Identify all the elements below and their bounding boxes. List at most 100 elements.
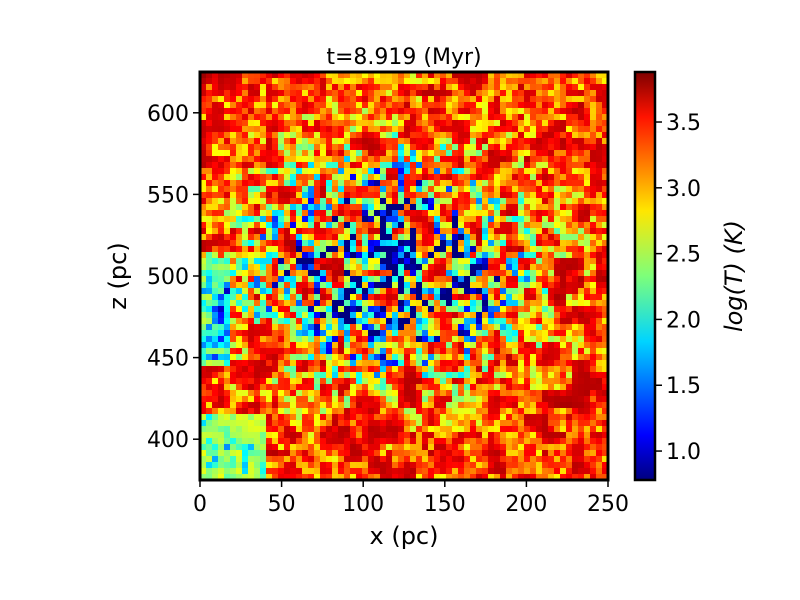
heatmap-cell	[254, 282, 261, 289]
heatmap-cell	[260, 258, 267, 265]
heatmap-cell	[530, 174, 537, 181]
heatmap-cell	[260, 372, 267, 379]
heatmap-cell	[566, 372, 573, 379]
heatmap-cell	[488, 294, 495, 301]
heatmap-cell	[230, 228, 237, 235]
heatmap-cell	[254, 324, 261, 331]
heatmap-cell	[254, 204, 261, 211]
heatmap-cell	[224, 288, 231, 295]
heatmap-cell	[380, 150, 387, 157]
heatmap-cell	[290, 288, 297, 295]
heatmap-cell	[212, 162, 219, 169]
heatmap-cell	[536, 300, 543, 307]
heatmap-cell	[308, 306, 315, 313]
heatmap-cell	[470, 450, 477, 457]
heatmap-cell	[212, 258, 219, 265]
heatmap-cell	[578, 306, 585, 313]
heatmap-cell	[260, 252, 267, 259]
heatmap-cell	[404, 300, 411, 307]
heatmap-cell	[464, 372, 471, 379]
heatmap-cell	[422, 198, 429, 205]
heatmap-cell	[302, 120, 309, 127]
heatmap-cell	[302, 450, 309, 457]
heatmap-cell	[200, 228, 207, 235]
heatmap-cell	[422, 276, 429, 283]
heatmap-cell	[386, 330, 393, 337]
heatmap-cell	[536, 192, 543, 199]
heatmap-cell	[284, 96, 291, 103]
heatmap-cell	[452, 222, 459, 229]
heatmap-cell	[254, 390, 261, 397]
heatmap-cell	[488, 144, 495, 151]
heatmap-cell	[554, 120, 561, 127]
heatmap-cell	[218, 330, 225, 337]
heatmap-cell	[380, 372, 387, 379]
heatmap-cell	[524, 228, 531, 235]
heatmap-cell	[308, 102, 315, 109]
heatmap-cell	[326, 300, 333, 307]
heatmap-cell	[578, 168, 585, 175]
heatmap-cell	[266, 210, 273, 217]
heatmap-cell	[392, 120, 399, 127]
heatmap-cell	[278, 312, 285, 319]
heatmap-cell	[506, 324, 513, 331]
heatmap-cell	[578, 198, 585, 205]
heatmap-cell	[206, 156, 213, 163]
heatmap-cell	[488, 306, 495, 313]
heatmap-cell	[494, 108, 501, 115]
heatmap-cell	[308, 300, 315, 307]
heatmap-cell	[494, 120, 501, 127]
heatmap-cell	[362, 192, 369, 199]
heatmap-cell	[218, 246, 225, 253]
heatmap-cell	[440, 150, 447, 157]
heatmap-cell	[266, 450, 273, 457]
heatmap-cell	[542, 120, 549, 127]
heatmap-cell	[464, 72, 471, 79]
heatmap-cell	[386, 90, 393, 97]
heatmap-cell	[482, 324, 489, 331]
heatmap-cell	[452, 144, 459, 151]
heatmap-cell	[584, 114, 591, 121]
heatmap-cell	[380, 444, 387, 451]
heatmap-cell	[464, 174, 471, 181]
heatmap-cell	[200, 150, 207, 157]
heatmap-cell	[380, 474, 387, 480]
heatmap-cell	[296, 468, 303, 475]
heatmap-cell	[338, 402, 345, 409]
heatmap-cell	[530, 348, 537, 355]
heatmap-cell	[584, 252, 591, 259]
heatmap-cell	[494, 180, 501, 187]
heatmap-cell	[470, 414, 477, 421]
heatmap-cell	[338, 348, 345, 355]
heatmap-cell	[548, 348, 555, 355]
heatmap-cell	[386, 432, 393, 439]
heatmap-cell	[584, 288, 591, 295]
heatmap-cell	[596, 174, 603, 181]
heatmap-cell	[218, 270, 225, 277]
heatmap-cell	[236, 366, 243, 373]
heatmap-cell	[530, 384, 537, 391]
heatmap-cell	[218, 318, 225, 325]
heatmap-cell	[530, 126, 537, 133]
heatmap-cell	[494, 282, 501, 289]
heatmap-cell	[560, 378, 567, 385]
heatmap-cell	[218, 288, 225, 295]
heatmap-cell	[530, 312, 537, 319]
heatmap-cell	[536, 216, 543, 223]
heatmap-cell	[320, 96, 327, 103]
heatmap-cell	[524, 468, 531, 475]
heatmap-cell	[440, 204, 447, 211]
heatmap-cell	[278, 228, 285, 235]
heatmap-cell	[320, 210, 327, 217]
heatmap-cell	[578, 228, 585, 235]
heatmap-cell	[548, 180, 555, 187]
heatmap-cell	[596, 468, 603, 475]
heatmap-cell	[350, 360, 357, 367]
heatmap-cell	[530, 252, 537, 259]
heatmap-cell	[242, 450, 249, 457]
heatmap-cell	[482, 384, 489, 391]
heatmap-cell	[248, 420, 255, 427]
heatmap-cell	[518, 300, 525, 307]
heatmap-cell	[440, 156, 447, 163]
heatmap-cell	[512, 402, 519, 409]
